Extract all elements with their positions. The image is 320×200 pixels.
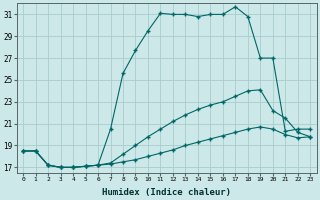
X-axis label: Humidex (Indice chaleur): Humidex (Indice chaleur)	[102, 188, 231, 197]
